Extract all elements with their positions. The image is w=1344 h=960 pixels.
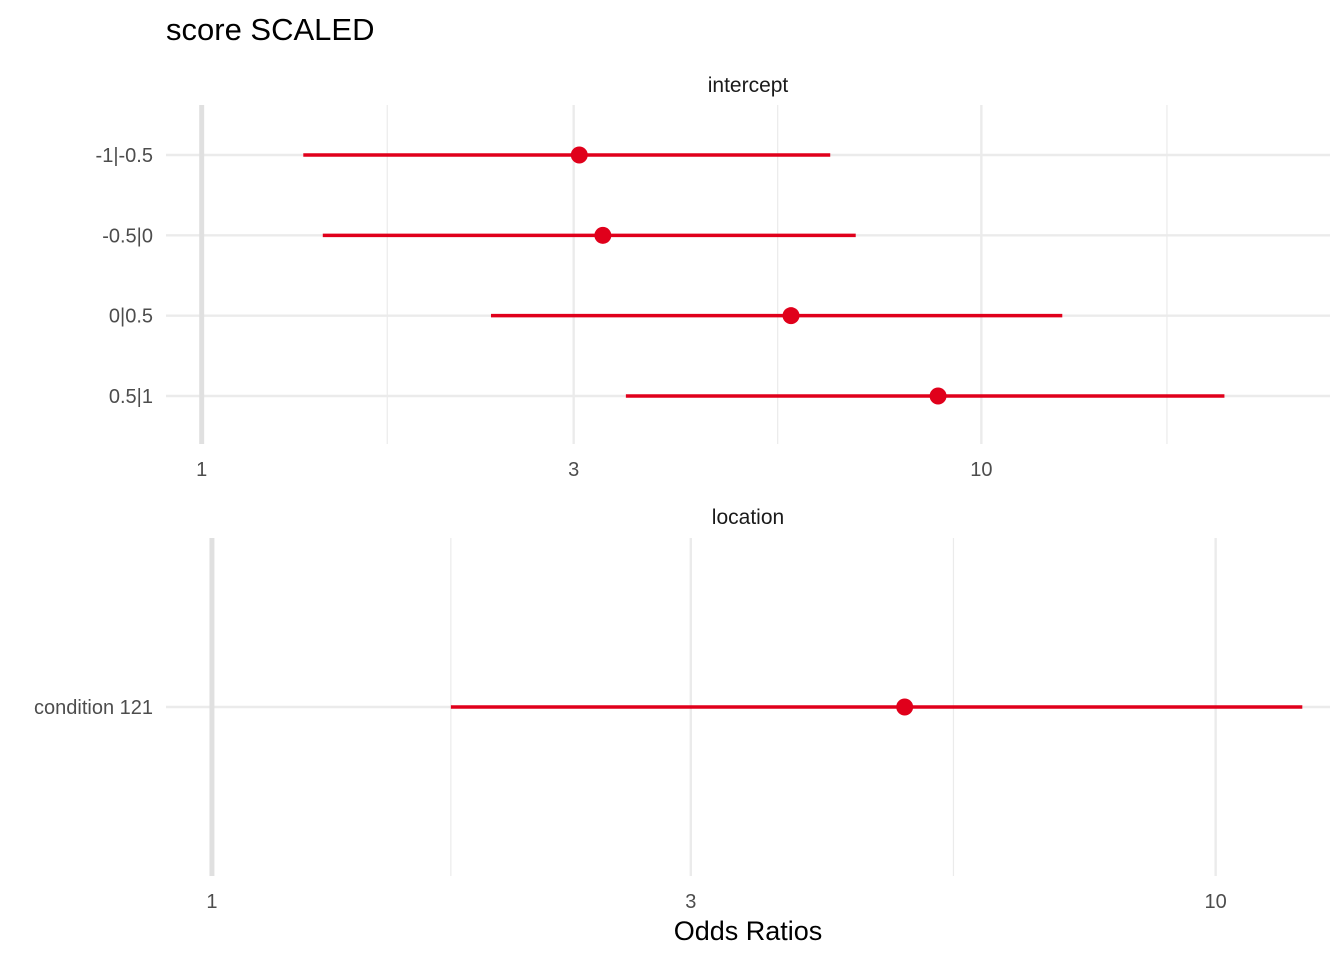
x-tick-label: 1 bbox=[196, 459, 207, 481]
panel-strip-label: location bbox=[712, 506, 784, 529]
x-tick-label: 3 bbox=[568, 459, 579, 481]
estimate-point bbox=[594, 226, 612, 244]
estimate-point bbox=[929, 387, 947, 405]
y-tick-label: 0.5|1 bbox=[109, 386, 153, 408]
y-tick-label: condition 121 bbox=[34, 697, 153, 719]
x-tick-label: 3 bbox=[685, 891, 696, 913]
chart-title: score SCALED bbox=[166, 12, 374, 47]
estimate-point bbox=[782, 307, 800, 325]
x-axis-title: Odds Ratios bbox=[674, 916, 823, 946]
y-tick-label: 0|0.5 bbox=[109, 306, 153, 328]
y-tick-label: -0.5|0 bbox=[102, 225, 153, 247]
x-tick-label: 10 bbox=[970, 459, 992, 481]
estimate-point bbox=[570, 146, 588, 164]
panel-location: location 1 3 10 condition 121 bbox=[34, 506, 1330, 913]
x-tick-label: 1 bbox=[206, 891, 217, 913]
panel-strip-label: intercept bbox=[708, 74, 789, 97]
x-tick-label: 10 bbox=[1205, 891, 1227, 913]
y-tick-label: -1|-0.5 bbox=[96, 145, 153, 167]
estimate-point bbox=[896, 698, 914, 716]
panel-intercept: intercept 1 3 10 -1|-0.5 -0.5|0 0|0.5 0.5|1 bbox=[96, 74, 1330, 481]
